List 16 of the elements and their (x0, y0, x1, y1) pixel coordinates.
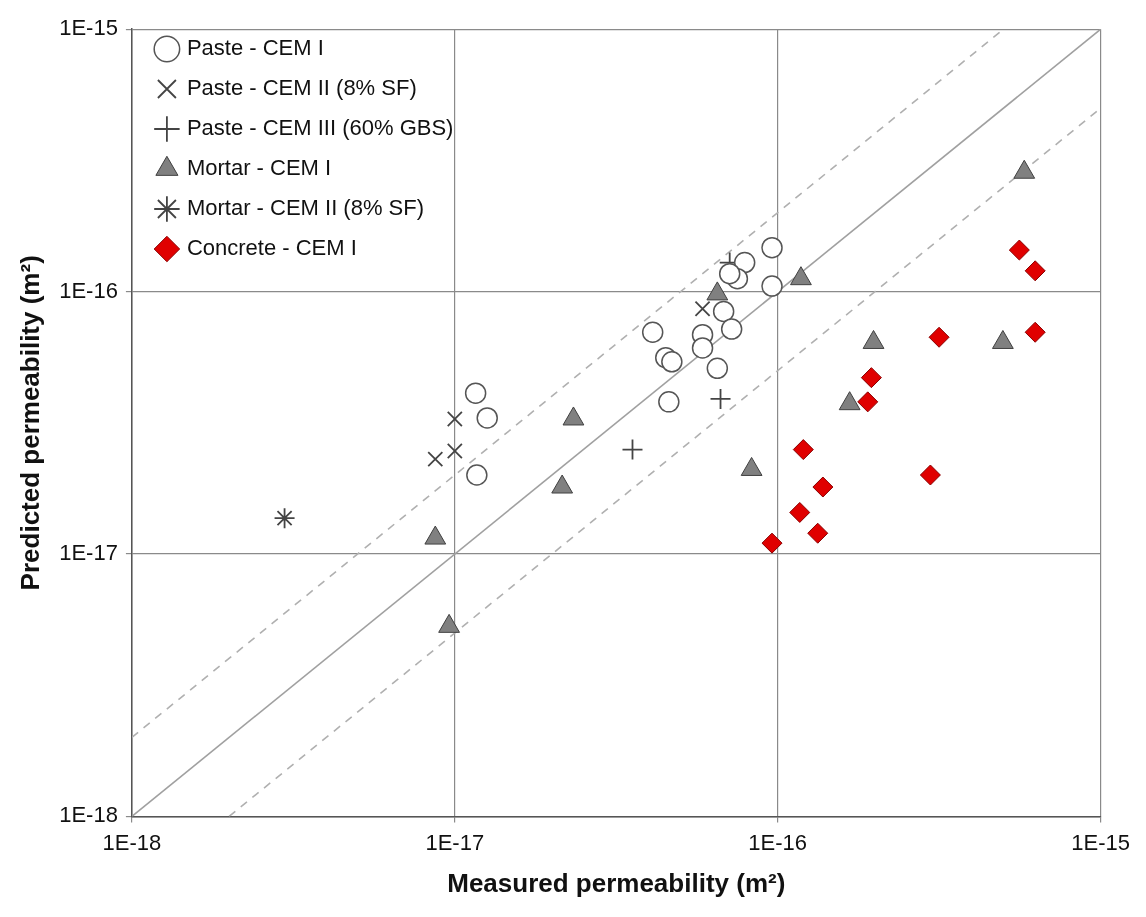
legend-label: Paste - CEM I (186, 35, 324, 61)
legend-label: Mortar - CEM II (8% SF) (186, 195, 425, 221)
legend-label: Paste - CEM II (8% SF) (186, 75, 417, 101)
y-tick-label: 1E-15 (59, 15, 118, 41)
legend-label: Concrete - CEM I (186, 235, 357, 261)
y-tick-label: 1E-16 (59, 277, 118, 303)
legend-label: Mortar - CEM I (186, 155, 332, 181)
x-tick-label: 1E-17 (425, 829, 485, 855)
y-tick-label: 1E-18 (59, 802, 118, 828)
legend-label: Paste - CEM III (60% GBS) (186, 115, 454, 141)
x-axis-title: Measured permeability (m²) (447, 867, 786, 898)
x-tick-label: 1E-15 (1071, 829, 1131, 855)
x-tick-label: 1E-18 (102, 829, 162, 855)
x-tick-label: 1E-16 (748, 829, 808, 855)
y-tick-label: 1E-17 (59, 540, 118, 566)
y-axis-title: Predicted permeability (m²) (14, 255, 45, 591)
